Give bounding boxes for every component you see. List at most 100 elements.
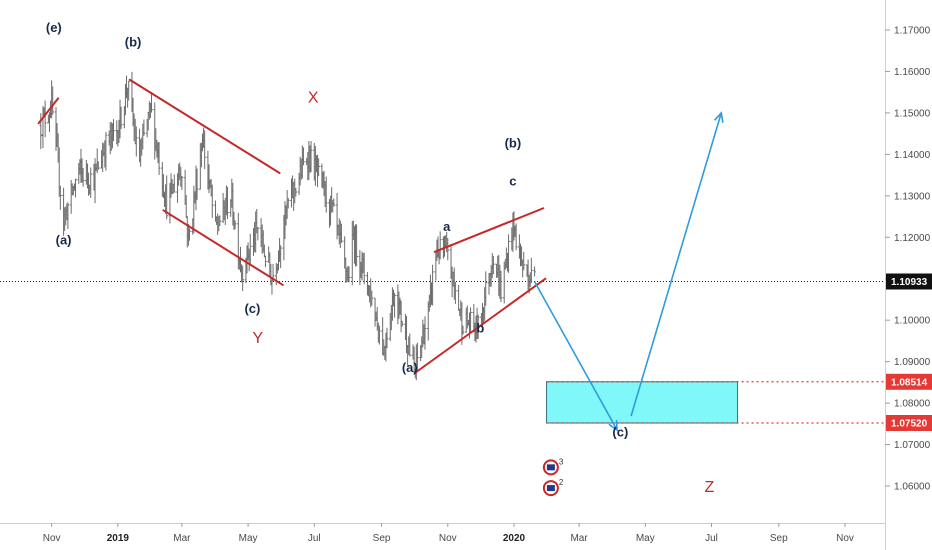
ohlc-bar [347,266,351,283]
price-tick-label: 1.09000 [894,357,931,368]
time-tick-label: Nov [43,533,61,544]
ohlc-bar [408,333,412,357]
ohlc-bar [142,119,146,136]
last-price-tag-bg [886,273,932,290]
ohlc-bar [210,184,214,218]
economic-event-marker[interactable]: 3 [542,457,564,476]
ohlc-bar [127,80,131,101]
ohlc-bar [332,198,336,207]
ohlc-bar [302,147,305,166]
event-flag-canton [546,485,555,492]
time-tick-label: May [239,533,258,544]
price-tick-label: 1.17000 [894,26,931,37]
ohlc-bar [461,325,465,335]
ohlc-bar [533,266,536,277]
price-tick-label: 1.07000 [894,440,931,451]
ohlc-bar [454,281,457,304]
time-tick-label: Mar [570,533,588,544]
ohlc-bar [241,265,244,292]
ohlc-bar [43,100,47,138]
wave-label: (a) [56,232,72,247]
ohlc-bar [514,223,518,251]
ohlc-bar [324,176,328,213]
time-axis[interactable]: Nov 2019 Mar May Jul Sep Nov 2020 Mar May Jul Sep No… [43,523,854,544]
ohlc-bar [340,223,343,243]
price-tick-label: 1.06000 [894,482,931,493]
channel-line [128,78,281,175]
ohlc-bar [484,271,488,306]
events-layer: 32 [542,457,564,497]
projection-layer [533,111,724,432]
wave-label: c [509,173,516,188]
event-count: 3 [559,457,564,466]
wave-label: Y [253,330,264,347]
ohlc-bar [522,251,526,271]
wave-label: Z [704,479,714,496]
ohlc-bar [469,307,472,333]
ohlc-bar [492,256,495,275]
price-tick-label: 1.14000 [894,150,931,161]
ohlc-bar [294,187,298,197]
ohlc-bar [150,92,153,113]
price-tick-label: 1.12000 [894,233,931,244]
ohlc-bar [286,198,290,209]
ohlc-bar [97,161,100,170]
ohlc-bar [226,186,229,219]
ohlc-bar [112,119,115,142]
wave-label: (b) [125,35,142,50]
ohlc-bar [59,185,62,210]
time-tick-label: Jul [705,533,718,544]
projection-leg-down [533,281,618,431]
ohlc-bar [438,231,442,260]
wave-label: (a) [402,360,418,375]
ohlc-bar [233,220,237,230]
time-tick-label: Mar [173,533,191,544]
ohlc-bar [81,167,85,187]
wave-label: (e) [46,20,62,35]
ohlc-bar [51,86,55,115]
event-flag-canton [546,464,555,471]
ohlc-bar [66,202,70,230]
time-tick-label: Jul [308,533,321,544]
projection-leg-up [630,112,723,417]
ohlc-bar [317,158,320,177]
channel-lines-layer [37,78,547,373]
ohlc-bar [362,252,366,285]
target-zone-layer [546,381,885,424]
event-count: 2 [559,478,564,487]
projection-arrowhead [608,420,618,432]
time-tick-label: Sep [770,533,788,544]
price-bars-layer [39,71,536,381]
ohlc-bar [378,325,381,345]
ohlc-bar [203,130,206,170]
ohlc-bar [264,255,267,268]
ohlc-bar [119,106,123,129]
last-price-tag: 1.10933 [886,273,932,290]
time-tick-label: May [636,533,655,544]
wave-label: (b) [505,136,522,151]
ohlc-bar [256,227,260,241]
ohlc-bar [400,320,404,327]
wave-labels-layer: (e) (b) (a) (c) Y X (a) a b c (b) (c) Z [46,20,715,496]
time-tick-label: Sep [373,533,391,544]
economic-event-marker[interactable]: 2 [542,478,564,497]
ohlc-bar [157,141,161,175]
ohlc-bar [74,178,77,198]
ohlc-bar [446,238,450,261]
ohlc-bar [309,141,313,173]
ohlc-bar [248,233,252,266]
projection-arrowhead [713,111,724,123]
last-price-tag-text: 1.10933 [891,277,928,288]
wave-label: (c) [244,301,260,316]
ohlc-bar [507,234,510,273]
ohlc-bar [431,264,434,306]
ohlc-bar [218,215,222,226]
ohlc-bar [188,228,191,241]
plot-background [0,0,885,523]
time-tick-label: Nov [439,533,457,544]
ohlc-bar [195,168,199,200]
channel-line [415,277,547,373]
channel-line [433,207,545,253]
price-axis[interactable]: 1.17000 1.16000 1.15000 1.14000 1.13000 1.120… [885,26,931,493]
